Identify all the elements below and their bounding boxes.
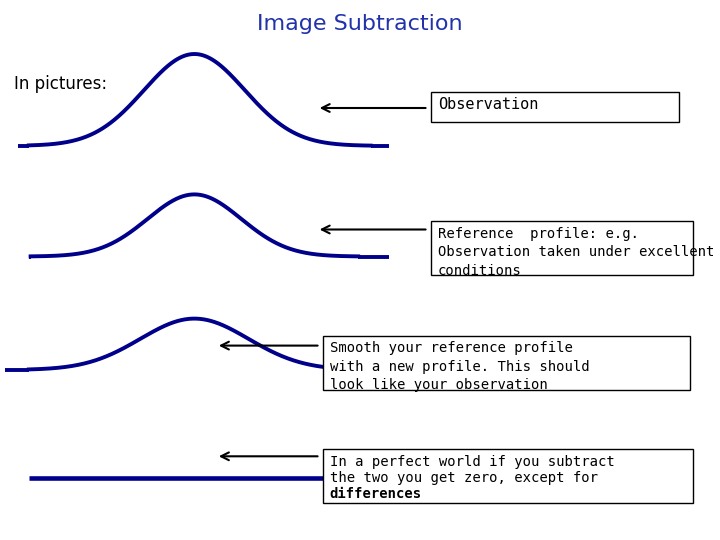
Text: In pictures:: In pictures:: [14, 75, 107, 93]
Text: Observation: Observation: [438, 97, 538, 112]
Text: Smooth your reference profile
with a new profile. This should
look like your obs: Smooth your reference profile with a new…: [330, 341, 590, 392]
FancyBboxPatch shape: [431, 92, 679, 122]
Text: Image Subtraction: Image Subtraction: [257, 14, 463, 33]
FancyBboxPatch shape: [431, 221, 693, 275]
FancyBboxPatch shape: [323, 449, 693, 503]
Text: Reference  profile: e.g.
Observation taken under excellent
conditions: Reference profile: e.g. Observation take…: [438, 227, 714, 278]
FancyBboxPatch shape: [323, 336, 690, 390]
Text: In a perfect world if you subtract: In a perfect world if you subtract: [330, 455, 614, 469]
Text: differences: differences: [330, 488, 422, 502]
Text: the two you get zero, except for: the two you get zero, except for: [330, 471, 598, 485]
